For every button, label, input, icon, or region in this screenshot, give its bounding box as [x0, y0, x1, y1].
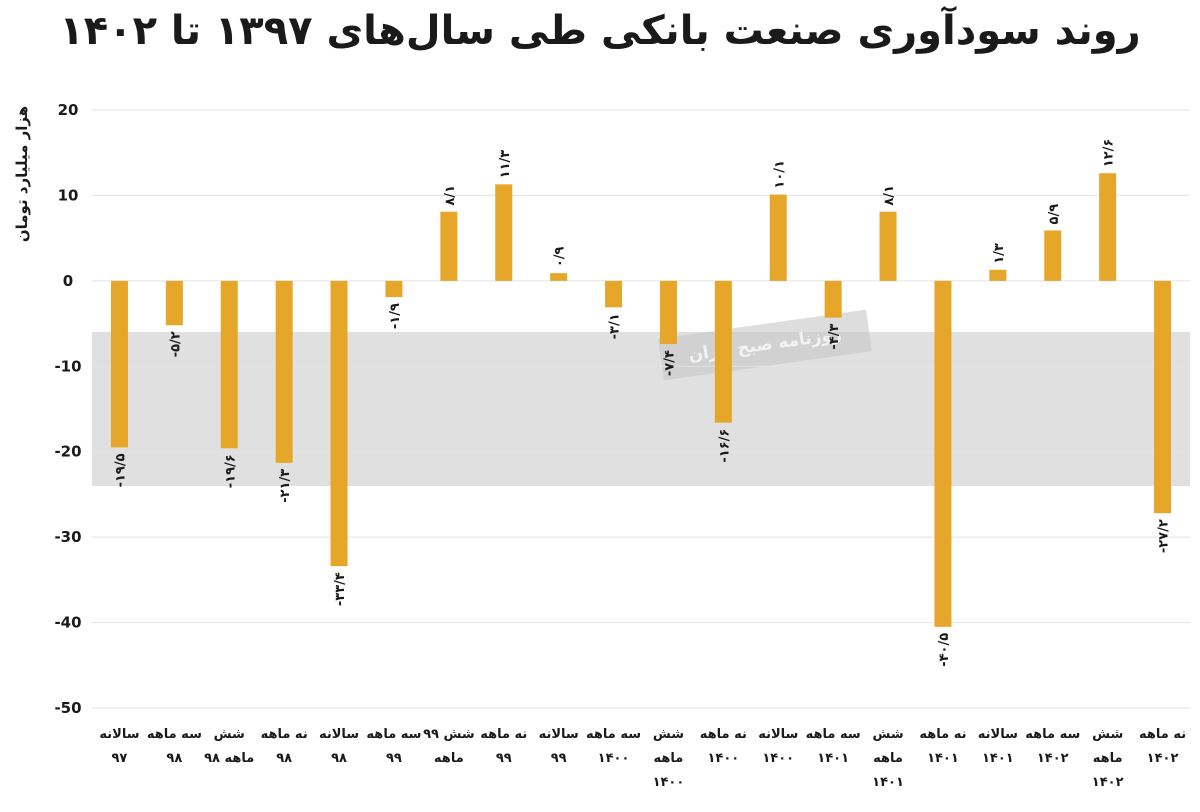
- x-tick-label: سه ماهه: [147, 727, 202, 742]
- x-tick-label: ماهه: [873, 751, 903, 766]
- bar: [1154, 280, 1172, 514]
- bar: [495, 184, 513, 281]
- x-tick-label: نه ماهه: [919, 727, 966, 742]
- bar: [934, 280, 952, 627]
- bar: [605, 280, 623, 308]
- data-label: -۲۱/۳: [278, 469, 293, 503]
- bar: [769, 194, 787, 281]
- x-tick-label: سالانه: [319, 727, 359, 742]
- y-tick-label: 20: [58, 101, 79, 119]
- x-tick-label: ۹۹: [496, 751, 512, 766]
- x-tick-label: ۱۴۰۲: [1147, 751, 1179, 766]
- x-tick-label: شش: [653, 727, 684, 742]
- y-tick-label: 0: [63, 272, 73, 290]
- x-tick-label: سه ماهه: [806, 727, 861, 742]
- x-tick-label: نه ماهه: [480, 727, 527, 742]
- x-tick-label: ۹۷: [112, 751, 128, 766]
- x-tick-label: ۱۴۰۱: [817, 751, 849, 766]
- bar: [879, 211, 897, 281]
- x-tick-label: شش: [1092, 727, 1123, 742]
- data-label: ۱۲/۶: [1102, 139, 1117, 168]
- x-tick-label: ۱۴۰۱: [982, 751, 1014, 766]
- y-tick-label: -50: [54, 699, 81, 717]
- data-label: ۱۰/۱: [772, 160, 787, 189]
- y-tick-label: -30: [54, 528, 81, 546]
- x-tick-label: سه ماهه: [366, 727, 421, 742]
- watermark-band: [92, 332, 1190, 486]
- x-tick-label: نه ماهه: [1139, 727, 1186, 742]
- data-label: -۴/۳: [827, 324, 842, 350]
- data-label: ۵/۹: [1047, 204, 1062, 225]
- bar: [220, 280, 238, 449]
- x-tick-label: سالانه: [758, 727, 798, 742]
- bar: [330, 280, 348, 567]
- data-label: -۵/۲: [168, 331, 183, 357]
- data-label: -۱/۹: [388, 303, 403, 329]
- data-label: -۱۶/۶: [717, 429, 732, 463]
- x-tick-label: ماهه: [434, 751, 464, 766]
- x-tick-label: ۹۸: [331, 751, 347, 766]
- x-tick-label: ۱۴۰۰: [598, 751, 630, 766]
- data-label: ۰/۹: [553, 246, 568, 267]
- x-tick-label: شش ۹۹: [423, 727, 475, 742]
- x-tick-label: ۱۴۰۰: [762, 751, 794, 766]
- x-tick-label: ماهه: [654, 751, 684, 766]
- bar: [275, 280, 293, 463]
- x-tick-label: شش: [214, 727, 245, 742]
- x-tick-label: ۱۴۰۰: [707, 751, 739, 766]
- y-tick-label: 10: [58, 186, 79, 204]
- x-tick-label: ۱۴۰۲: [1092, 775, 1124, 790]
- data-label: -۷/۴: [662, 350, 677, 376]
- data-label: ۸/۱: [443, 185, 458, 206]
- x-tick-label: ۱۴۰۲: [1037, 751, 1069, 766]
- x-tick-label: ۹۸: [166, 751, 182, 766]
- x-tick-label: ۹۹: [551, 751, 567, 766]
- x-tick-label: ۱۴۰۰: [653, 775, 685, 790]
- y-tick-label: -10: [54, 357, 81, 375]
- data-label: ۱۱/۳: [498, 150, 513, 179]
- chart-title: روند سودآوری صنعت بانکی طی سال‌های ۱۳۹۷ …: [59, 8, 1141, 54]
- x-tick-label: ۱۴۰۱: [872, 775, 904, 790]
- data-label: -۱۹/۵: [113, 453, 128, 487]
- y-tick-label: -40: [54, 614, 81, 632]
- bar: [714, 280, 732, 423]
- y-tick-label: -20: [54, 443, 81, 461]
- x-tick-label: شش: [872, 727, 903, 742]
- data-label: -۱۹/۶: [223, 454, 238, 488]
- data-label: ۱/۳: [992, 243, 1007, 264]
- x-tick-label: نه ماهه: [700, 727, 747, 742]
- bar: [989, 269, 1007, 281]
- x-tick-label: نه ماهه: [261, 727, 308, 742]
- data-label: -۴۰/۵: [937, 633, 952, 667]
- x-tick-label: سالانه: [99, 727, 139, 742]
- x-tick-label: ماهه ۹۸: [204, 751, 254, 766]
- data-label: -۳۳/۴: [333, 572, 348, 606]
- bar: [824, 280, 842, 318]
- bar: [385, 280, 403, 298]
- data-label: ۸/۱: [882, 185, 897, 206]
- data-label: -۳/۱: [608, 313, 623, 339]
- bar: [550, 273, 568, 281]
- x-tick-label: سالانه: [978, 727, 1018, 742]
- x-tick-label: سه ماهه: [1025, 727, 1080, 742]
- bar: [165, 280, 183, 326]
- x-tick-label: ۹۸: [276, 751, 292, 766]
- x-tick-label: ۱۴۰۱: [927, 751, 959, 766]
- x-tick-label: ماهه: [1093, 751, 1123, 766]
- bar: [1099, 173, 1117, 281]
- x-tick-label: سالانه: [539, 727, 579, 742]
- x-tick-label: سه ماهه: [586, 727, 641, 742]
- bar: [1044, 230, 1062, 281]
- bar: [440, 211, 458, 281]
- x-tick-label: ۹۹: [386, 751, 402, 766]
- bar: [110, 280, 128, 448]
- data-label: -۲۷/۲: [1157, 519, 1172, 553]
- bar: [659, 280, 677, 345]
